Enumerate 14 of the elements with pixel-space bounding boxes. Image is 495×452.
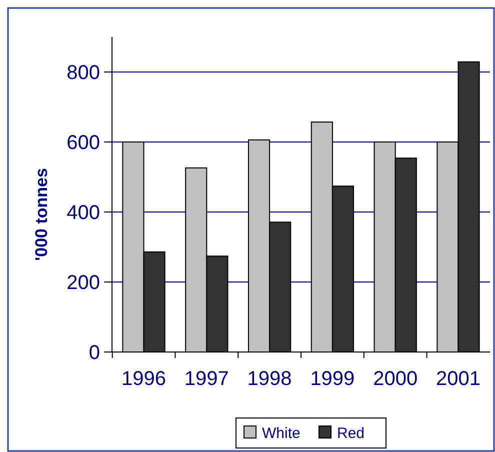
legend-label: White [262,425,300,442]
x-tick-label: 1999 [310,368,355,390]
y-tick-label: 600 [66,132,100,154]
legend-label: Red [337,425,365,442]
y-tick-label: 0 [88,342,100,364]
y-axis-title: '000 tonnes [32,168,51,261]
y-tick-label: 400 [66,202,100,224]
x-tick-label: 1998 [247,368,292,390]
x-tick-label: 2000 [373,368,418,390]
y-tick-label: 800 [66,62,100,84]
x-tick-label: 1996 [122,368,166,390]
x-tick-label: 2001 [436,368,480,390]
x-tick-label: 1997 [184,368,229,390]
y-tick-label: 200 [66,272,100,294]
